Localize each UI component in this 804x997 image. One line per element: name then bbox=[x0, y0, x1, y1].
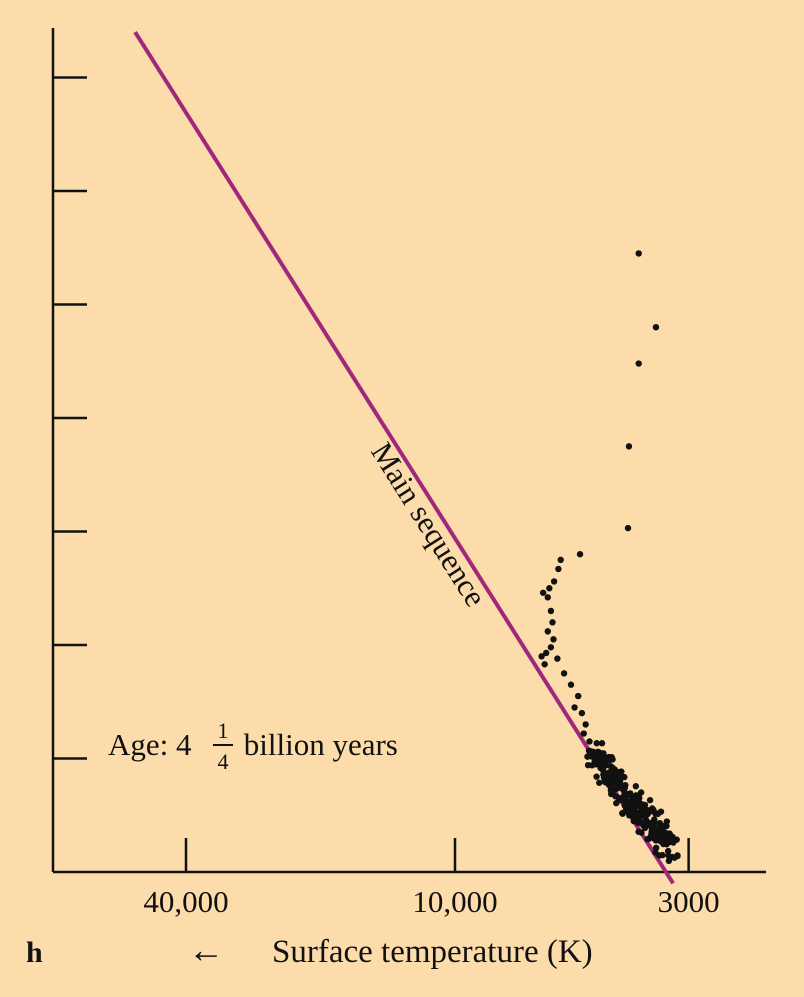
star-point bbox=[614, 784, 622, 792]
star-point bbox=[571, 704, 578, 711]
star-point bbox=[624, 806, 631, 814]
star-point bbox=[567, 681, 575, 688]
age-fraction-numerator: 1 bbox=[218, 718, 229, 743]
x-ticks: 40,000 10,000 3000 bbox=[143, 838, 720, 919]
star-point bbox=[598, 763, 606, 771]
star-point bbox=[651, 819, 658, 827]
star-point bbox=[549, 619, 556, 626]
age-suffix: billion years bbox=[236, 727, 398, 762]
star-point bbox=[544, 594, 551, 601]
star-point bbox=[584, 753, 591, 760]
star-point bbox=[663, 818, 671, 825]
star-point bbox=[642, 816, 650, 823]
star-point bbox=[547, 644, 555, 651]
x-tick-label: 40,000 bbox=[143, 884, 228, 919]
star-point bbox=[606, 778, 613, 786]
star-point bbox=[652, 844, 660, 852]
y-ticks bbox=[53, 76, 87, 760]
star-point bbox=[626, 812, 633, 819]
star-point bbox=[644, 808, 651, 816]
star-point bbox=[663, 834, 670, 841]
star-point bbox=[547, 607, 555, 615]
star-point bbox=[544, 628, 551, 635]
star-point bbox=[625, 443, 633, 450]
axes bbox=[51, 28, 766, 874]
star-point bbox=[635, 795, 643, 802]
star-point bbox=[627, 790, 634, 797]
star-point bbox=[658, 834, 665, 841]
star-point bbox=[541, 661, 548, 668]
star-point bbox=[613, 799, 620, 807]
star-point bbox=[671, 854, 678, 861]
star-point bbox=[598, 740, 606, 747]
star-point bbox=[639, 801, 647, 808]
star-point bbox=[593, 740, 600, 747]
star-point bbox=[654, 810, 662, 818]
star-point bbox=[612, 793, 619, 800]
star-point bbox=[557, 556, 564, 564]
x-axis-label: Surface temperature (K) bbox=[272, 934, 593, 970]
star-point bbox=[619, 809, 626, 817]
age-prefix: Age: 4 bbox=[108, 727, 192, 762]
star-point bbox=[673, 836, 680, 843]
x-tick-label: 10,000 bbox=[412, 884, 497, 919]
star-point bbox=[652, 837, 660, 844]
star-point bbox=[560, 670, 568, 677]
star-point bbox=[637, 789, 645, 796]
star-point bbox=[600, 771, 607, 778]
star-point bbox=[633, 800, 640, 807]
star-point bbox=[635, 360, 642, 367]
star-point bbox=[546, 585, 553, 592]
star-point bbox=[609, 756, 616, 763]
star-point bbox=[650, 829, 657, 837]
star-point bbox=[664, 847, 672, 855]
star-point bbox=[596, 779, 603, 786]
star-point bbox=[578, 709, 586, 717]
star-point bbox=[550, 636, 557, 643]
main-sequence-line bbox=[133, 31, 675, 885]
star-point bbox=[652, 324, 660, 331]
star-point bbox=[543, 649, 550, 657]
x-axis-arrow: ← bbox=[188, 930, 224, 970]
star-point bbox=[586, 738, 593, 745]
star-point bbox=[574, 692, 582, 700]
star-point bbox=[539, 589, 547, 596]
star-point bbox=[607, 768, 614, 776]
star-point bbox=[596, 749, 603, 756]
star-point bbox=[616, 770, 624, 778]
star-point bbox=[646, 796, 654, 804]
star-point bbox=[636, 812, 643, 820]
star-point bbox=[613, 779, 620, 787]
star-point bbox=[538, 653, 545, 660]
star-points bbox=[538, 250, 681, 865]
star-point bbox=[635, 250, 642, 257]
star-point bbox=[576, 551, 584, 558]
panel-label: h bbox=[26, 936, 43, 969]
star-point bbox=[665, 852, 672, 859]
star-point bbox=[550, 578, 558, 585]
star-point bbox=[630, 817, 637, 825]
star-point bbox=[594, 757, 602, 765]
star-point bbox=[593, 773, 600, 780]
star-point bbox=[582, 721, 589, 728]
star-point bbox=[620, 793, 627, 801]
star-point bbox=[635, 828, 642, 835]
age-label: Age: 4 bbox=[108, 727, 192, 762]
star-point bbox=[632, 783, 640, 790]
star-point bbox=[622, 781, 629, 789]
star-point bbox=[665, 857, 673, 865]
star-point bbox=[580, 730, 587, 737]
star-point bbox=[624, 524, 632, 532]
star-point bbox=[589, 752, 597, 759]
star-point bbox=[554, 655, 561, 662]
star-point bbox=[555, 565, 562, 573]
age-fraction-denominator: 4 bbox=[218, 749, 229, 774]
star-point bbox=[656, 819, 663, 827]
star-point bbox=[584, 761, 592, 769]
x-tick-label: 3000 bbox=[658, 884, 720, 919]
